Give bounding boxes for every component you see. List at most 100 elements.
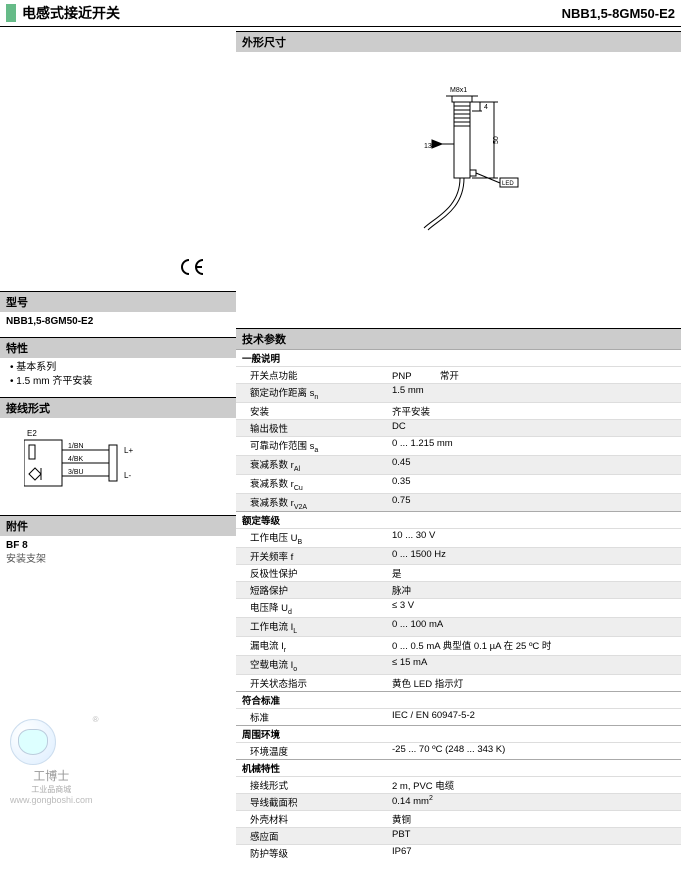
feature-item: • 基本系列 [10,361,230,375]
svg-text:13: 13 [424,143,432,150]
param-label: 工作电压 UB [236,529,386,547]
wiring-diagram: E2 1/BN 4/BK 3/BU L+ L- [0,418,236,515]
param-label: 衰减系数 rV2A [236,494,386,512]
left-column: 型号 NBB1,5-8GM50-E2 特性 • 基本系列 • 1.5 mm 齐平… [0,27,236,865]
param-label: 导线截面积 [236,794,386,810]
param-row: 反极性保护是 [236,564,681,581]
param-value: 是 [386,565,681,581]
param-row: 标准IEC / EN 60947-5-2 [236,708,681,725]
param-group-head: 额定等级 [236,511,681,528]
param-label: 反极性保护 [236,565,386,581]
accessory-code: BF 8 [6,540,28,551]
param-value: DC [386,420,681,436]
header-title: 电感式接近开关 [22,3,562,23]
ce-mark-icon [178,258,206,281]
param-value: 脉冲 [386,582,681,598]
param-row: 外壳材料黄铜 [236,810,681,827]
features-heading: 特性 [0,337,236,358]
right-column: 外形尺寸 M8x1 4 [236,27,681,865]
svg-text:50: 50 [493,136,500,144]
param-value: 0.14 mm2 [386,794,681,810]
param-label: 安装 [236,403,386,419]
param-row: 环境温度-25 ... 70 ºC (248 ... 343 K) [236,742,681,759]
param-label: 开关状态指示 [236,675,386,691]
page-header: 电感式接近开关 NBB1,5-8GM50-E2 [0,0,681,27]
param-row: 开关频率 f0 ... 1500 Hz [236,547,681,564]
left-top-spacer [0,31,236,291]
param-label: 漏电流 Ir [236,637,386,655]
param-row: 接线形式2 m, PVC 电缆 [236,776,681,793]
param-row: 开关点功能PNP 常开 [236,366,681,383]
svg-text:1/BN: 1/BN [68,443,84,450]
param-value: 黄色 LED 指示灯 [386,675,681,691]
param-value: 0 ... 1500 Hz [386,548,681,564]
param-value: 10 ... 30 V [386,529,681,547]
svg-text:L+: L+ [124,446,133,455]
param-row: 漏电流 Ir0 ... 0.5 mA 典型值 0.1 µA 在 25 ºC 时 [236,636,681,655]
param-value: PNP 常开 [386,367,681,383]
svg-text:3/BU: 3/BU [68,469,84,476]
param-value: 0.45 [386,456,681,474]
param-row: 短路保护脉冲 [236,581,681,598]
param-row: 衰减系数 rV2A0.75 [236,493,681,512]
param-label: 输出极性 [236,420,386,436]
param-label: 额定动作距离 sn [236,384,386,402]
param-value: -25 ... 70 ºC (248 ... 343 K) [386,743,681,759]
feature-text: 基本系列 [16,362,56,373]
param-row: 可靠动作范围 sa0 ... 1.215 mm [236,436,681,455]
param-label: 环境温度 [236,743,386,759]
param-group-head: 一般说明 [236,349,681,366]
accessory-body: BF 8 安装支架 [0,536,236,575]
param-label: 工作电流 IL [236,618,386,636]
param-label: 可靠动作范围 sa [236,437,386,455]
model-body: NBB1,5-8GM50-E2 [0,312,236,337]
param-label: 开关点功能 [236,367,386,383]
param-label: 接线形式 [236,777,386,793]
param-value: 黄铜 [386,811,681,827]
header-accent [6,4,16,22]
param-row: 安装齐平安装 [236,402,681,419]
dimensions-drawing: M8x1 4 50 [236,52,681,328]
model-value: NBB1,5-8GM50-E2 [6,316,93,327]
param-row: 空载电流 Io≤ 15 mA [236,655,681,674]
param-value: 0.35 [386,475,681,493]
tech-params-table: 一般说明开关点功能PNP 常开额定动作距离 sn1.5 mm安装齐平安装输出极性… [236,349,681,861]
wiring-e2-label: E2 [27,429,37,438]
param-label: 空载电流 Io [236,656,386,674]
param-row: 工作电压 UB10 ... 30 V [236,528,681,547]
param-value: ≤ 15 mA [386,656,681,674]
param-row: 输出极性DC [236,419,681,436]
svg-text:M8x1: M8x1 [450,87,467,94]
param-row: 防护等级IP67 [236,844,681,861]
param-value: 2 m, PVC 电缆 [386,777,681,793]
feature-item: • 1.5 mm 齐平安装 [10,375,230,389]
param-group-head: 周围环境 [236,725,681,742]
param-value: 0 ... 1.215 mm [386,437,681,455]
features-body: • 基本系列 • 1.5 mm 齐平安装 [0,358,236,397]
param-row: 电压降 Ud≤ 3 V [236,598,681,617]
param-group-head: 符合标准 [236,691,681,708]
param-row: 额定动作距离 sn1.5 mm [236,383,681,402]
param-group-head: 机械特性 [236,759,681,776]
tech-params-heading: 技术参数 [236,328,681,349]
param-value: PBT [386,828,681,844]
header-product-code: NBB1,5-8GM50-E2 [562,6,675,21]
dimensions-heading: 外形尺寸 [236,31,681,52]
accessory-desc: 安装支架 [6,554,46,565]
content: 型号 NBB1,5-8GM50-E2 特性 • 基本系列 • 1.5 mm 齐平… [0,27,681,865]
param-label: 短路保护 [236,582,386,598]
feature-text: 1.5 mm 齐平安装 [16,376,92,387]
param-value: IEC / EN 60947-5-2 [386,709,681,725]
param-value: 1.5 mm [386,384,681,402]
param-value: IP67 [386,845,681,861]
accessory-heading: 附件 [0,515,236,536]
param-value: 齐平安装 [386,403,681,419]
model-heading: 型号 [0,291,236,312]
wiring-heading: 接线形式 [0,397,236,418]
param-value: 0 ... 0.5 mA 典型值 0.1 µA 在 25 ºC 时 [386,637,681,655]
param-label: 标准 [236,709,386,725]
param-label: 电压降 Ud [236,599,386,617]
param-row: 衰减系数 rAl0.45 [236,455,681,474]
svg-text:4/BK: 4/BK [68,456,84,463]
param-row: 导线截面积0.14 mm2 [236,793,681,810]
